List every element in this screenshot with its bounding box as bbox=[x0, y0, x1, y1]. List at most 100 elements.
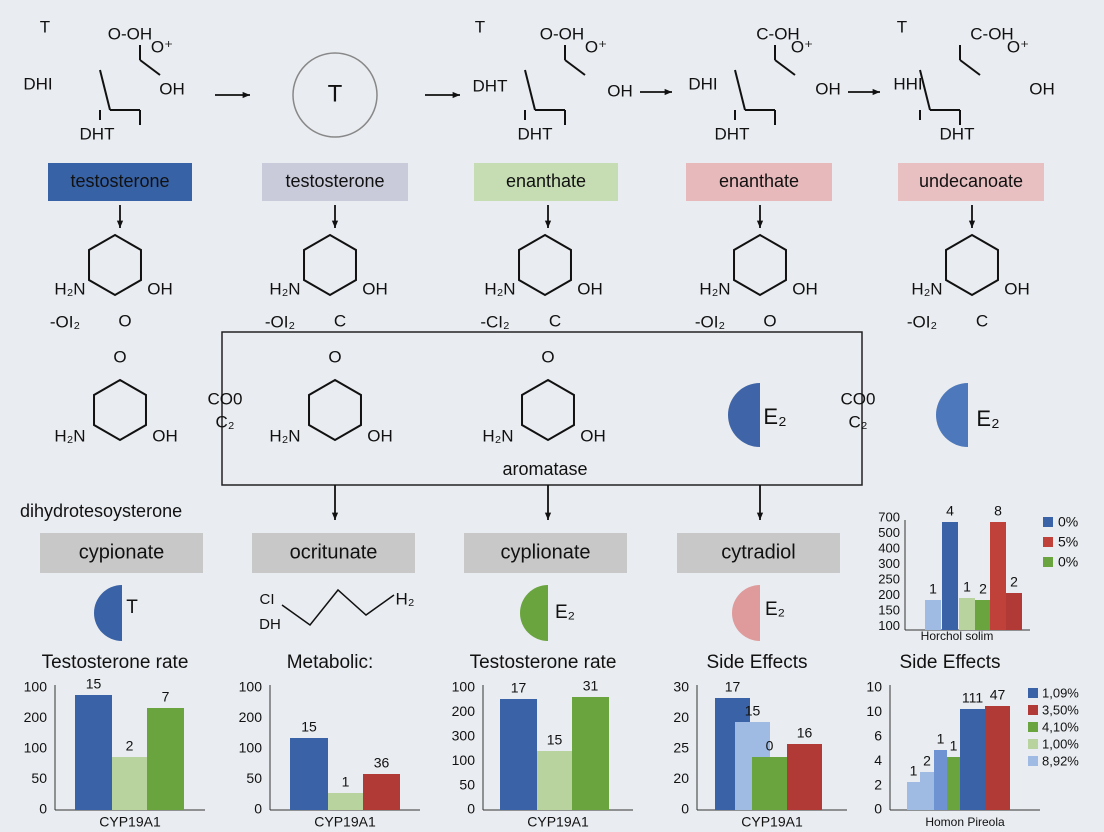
bar bbox=[328, 793, 363, 810]
label: DHT bbox=[715, 124, 750, 143]
label: O bbox=[328, 347, 341, 366]
label: cypionate bbox=[79, 541, 165, 563]
ring bbox=[521, 378, 575, 442]
label: DHT bbox=[518, 124, 553, 143]
label: 1 bbox=[910, 763, 918, 779]
ring bbox=[308, 378, 362, 442]
half-disc bbox=[520, 585, 548, 641]
label: 2 bbox=[126, 738, 134, 754]
label: OH bbox=[1004, 279, 1030, 298]
half-disc bbox=[94, 585, 122, 641]
label: 16 bbox=[797, 725, 813, 741]
ring bbox=[93, 378, 147, 442]
label: H₂N bbox=[269, 426, 300, 445]
label: 200 bbox=[452, 703, 476, 719]
label: O⁺ bbox=[585, 37, 607, 56]
half-disc bbox=[728, 383, 760, 447]
label: C₂ bbox=[849, 412, 868, 431]
label: 100 bbox=[24, 740, 48, 756]
label: 8,92% bbox=[1042, 753, 1079, 768]
label: dihydrotesoysterone bbox=[20, 501, 182, 521]
label: 100 bbox=[239, 679, 263, 695]
label: -OI₂ bbox=[265, 312, 295, 331]
arrow-head bbox=[872, 88, 880, 96]
arrow-head bbox=[756, 220, 764, 228]
arrow-head bbox=[968, 220, 976, 228]
bar bbox=[934, 750, 947, 810]
label: O bbox=[118, 311, 131, 330]
label: CYP19A1 bbox=[99, 814, 161, 830]
label: 300 bbox=[452, 728, 476, 744]
legend-swatch bbox=[1028, 739, 1038, 749]
label: 100 bbox=[452, 752, 476, 768]
label: 15 bbox=[86, 676, 102, 692]
label: 1 bbox=[342, 774, 350, 790]
label: C₂ bbox=[216, 412, 235, 431]
label: Horchol solim bbox=[921, 629, 994, 643]
label: Side Effects bbox=[706, 652, 807, 673]
label: OH bbox=[580, 426, 606, 445]
label: 25 bbox=[673, 740, 689, 756]
bond bbox=[139, 59, 161, 76]
bar bbox=[572, 697, 609, 810]
arrow-head bbox=[331, 220, 339, 228]
product-box bbox=[40, 533, 203, 573]
label: enanthate bbox=[719, 171, 799, 191]
label: CYP19A1 bbox=[314, 814, 376, 830]
label: 111 bbox=[962, 690, 983, 706]
bar bbox=[959, 598, 975, 630]
legend-swatch bbox=[1043, 517, 1053, 527]
chain bbox=[281, 588, 395, 627]
label: 0 bbox=[254, 801, 262, 817]
label: OH bbox=[159, 79, 185, 98]
label: Side Effects bbox=[899, 652, 1000, 673]
label: 10 bbox=[866, 679, 882, 695]
label: 4 bbox=[946, 503, 954, 519]
label: C bbox=[334, 311, 346, 330]
arrow-head bbox=[452, 91, 460, 99]
label: 50 bbox=[31, 770, 47, 786]
label: C bbox=[976, 311, 988, 330]
label: 1 bbox=[937, 731, 945, 747]
bar bbox=[907, 782, 920, 810]
label: Homon Pireola bbox=[925, 815, 1005, 829]
label: H₂N bbox=[911, 279, 942, 298]
bond bbox=[959, 59, 981, 76]
label: 0 bbox=[681, 801, 689, 817]
bar bbox=[363, 774, 400, 810]
label: -OI₂ bbox=[50, 312, 80, 331]
label: Testosterone rate bbox=[42, 652, 189, 673]
label: 1 bbox=[963, 579, 971, 595]
label: H₂N bbox=[54, 279, 85, 298]
label: 47 bbox=[990, 687, 1006, 703]
bar bbox=[787, 744, 822, 810]
label: 2 bbox=[923, 753, 931, 769]
label: DHI bbox=[23, 74, 52, 93]
pathway-frame bbox=[221, 331, 863, 486]
bar bbox=[925, 600, 941, 630]
label: 7 bbox=[162, 689, 170, 705]
label: -OI₂ bbox=[695, 312, 725, 331]
arrow-head bbox=[331, 512, 339, 520]
bar bbox=[975, 600, 991, 630]
label: 36 bbox=[374, 755, 390, 771]
bond bbox=[919, 69, 931, 111]
label: E₂ bbox=[765, 599, 785, 620]
label: C bbox=[549, 311, 561, 330]
label: CO0 bbox=[841, 389, 876, 408]
label: -OI₂ bbox=[907, 312, 937, 331]
bar bbox=[500, 699, 537, 810]
label: cyplionate bbox=[500, 541, 590, 563]
ester-box bbox=[48, 163, 192, 201]
label: enanthate bbox=[506, 171, 586, 191]
label: OH bbox=[815, 79, 841, 98]
bond bbox=[774, 59, 796, 76]
label: Testosterone rate bbox=[470, 652, 617, 673]
arrow-head bbox=[544, 512, 552, 520]
label: CYP19A1 bbox=[527, 814, 589, 830]
ester-box bbox=[686, 163, 832, 201]
label: H₂N bbox=[269, 279, 300, 298]
bar bbox=[752, 757, 787, 810]
label: 4,10% bbox=[1042, 719, 1079, 734]
